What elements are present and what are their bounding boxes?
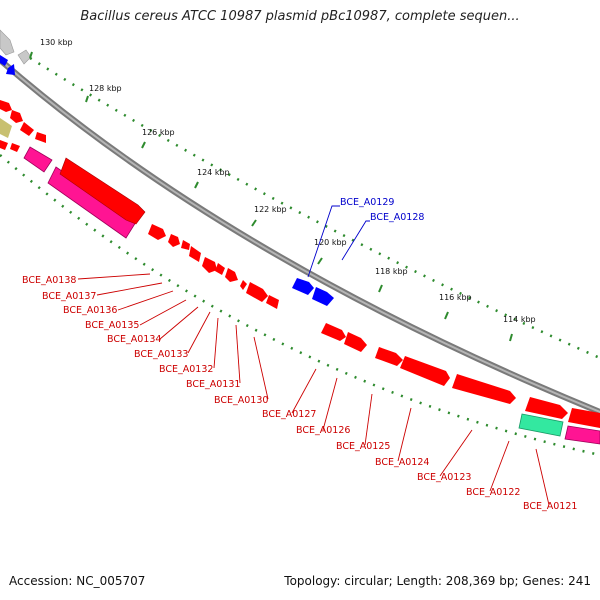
red-gene xyxy=(10,143,20,152)
plasmid-backbone-highlight xyxy=(0,59,600,413)
kbp-label: 118 kbp xyxy=(375,267,408,276)
gene-label-blue: BCE_A0128 xyxy=(370,212,424,223)
red-gene xyxy=(375,347,403,366)
gene-label-red: BCE_A0138 xyxy=(22,275,76,286)
red-leader-lines xyxy=(77,273,550,506)
red-gene xyxy=(266,295,279,309)
gene-label-blue: BCE_A0129 xyxy=(340,197,394,208)
kbp-label: 114 kbp xyxy=(503,315,536,324)
gene-label-red: BCE_A0137 xyxy=(42,291,96,302)
gene-label-red: BCE_A0135 xyxy=(85,320,139,331)
gene-label-red: BCE_A0121 xyxy=(523,501,577,512)
kbp-label: 122 kbp xyxy=(254,205,287,214)
red-gene xyxy=(321,323,346,341)
gene-label-red: BCE_A0133 xyxy=(134,349,188,360)
red-gene xyxy=(400,356,450,386)
red-gene xyxy=(344,332,367,352)
blue-leader-lines xyxy=(307,205,370,278)
blue-gene xyxy=(0,55,8,66)
red-gene xyxy=(240,280,247,290)
gene-label-red: BCE_A0131 xyxy=(186,379,240,390)
gene-label-red: BCE_A0136 xyxy=(63,305,117,316)
gray-feature xyxy=(0,29,15,56)
red-gene xyxy=(0,100,12,112)
red-gene xyxy=(189,246,201,262)
plasmid-backbone xyxy=(0,57,600,415)
red-gene xyxy=(0,140,8,150)
kbp-label: 128 kbp xyxy=(89,84,122,93)
kbp-label: 124 kbp xyxy=(197,168,230,177)
blue-gene xyxy=(312,287,334,306)
pink-feature xyxy=(23,146,53,173)
blue-gene xyxy=(6,64,15,75)
map-title: Bacillus cereus ATCC 10987 plasmid pBc10… xyxy=(80,9,520,24)
gene-label-red: BCE_A0122 xyxy=(466,487,520,498)
red-gene xyxy=(202,257,217,273)
kbp-label: 130 kbp xyxy=(40,38,73,47)
red-gene xyxy=(181,240,190,250)
red-gene xyxy=(59,157,146,225)
red-gene xyxy=(452,374,516,404)
blue-gene xyxy=(292,278,314,295)
red-gene xyxy=(568,408,600,428)
red-gene xyxy=(35,132,46,143)
red-gene xyxy=(246,282,268,302)
kbp-label: 120 kbp xyxy=(314,238,347,247)
red-gene xyxy=(148,224,166,240)
red-gene xyxy=(225,268,238,282)
pink-feature xyxy=(564,425,600,445)
red-gene xyxy=(525,397,568,419)
olive-gene xyxy=(0,118,12,138)
accession-text: Accession: NC_005707 xyxy=(9,574,146,588)
gene-label-red: BCE_A0125 xyxy=(336,441,390,452)
teal-feature xyxy=(518,413,564,437)
kbp-label: 126 kbp xyxy=(142,128,175,137)
gene-label-red: BCE_A0123 xyxy=(417,472,471,483)
gene-label-red: BCE_A0126 xyxy=(296,425,350,436)
major-ticks xyxy=(29,51,513,342)
summary-text: Topology: circular; Length: 208,369 bp; … xyxy=(284,574,591,588)
gene-label-red: BCE_A0134 xyxy=(107,334,161,345)
gene-label-red: BCE_A0124 xyxy=(375,457,429,468)
red-gene xyxy=(10,110,23,123)
red-gene xyxy=(168,234,180,247)
red-gene xyxy=(20,122,34,136)
red-gene xyxy=(215,263,225,275)
gene-label-red: BCE_A0132 xyxy=(159,364,213,375)
gene-label-red: BCE_A0130 xyxy=(214,395,268,406)
gene-label-red: BCE_A0127 xyxy=(262,409,316,420)
kbp-label: 116 kbp xyxy=(439,293,472,302)
gray-feature xyxy=(17,49,32,65)
